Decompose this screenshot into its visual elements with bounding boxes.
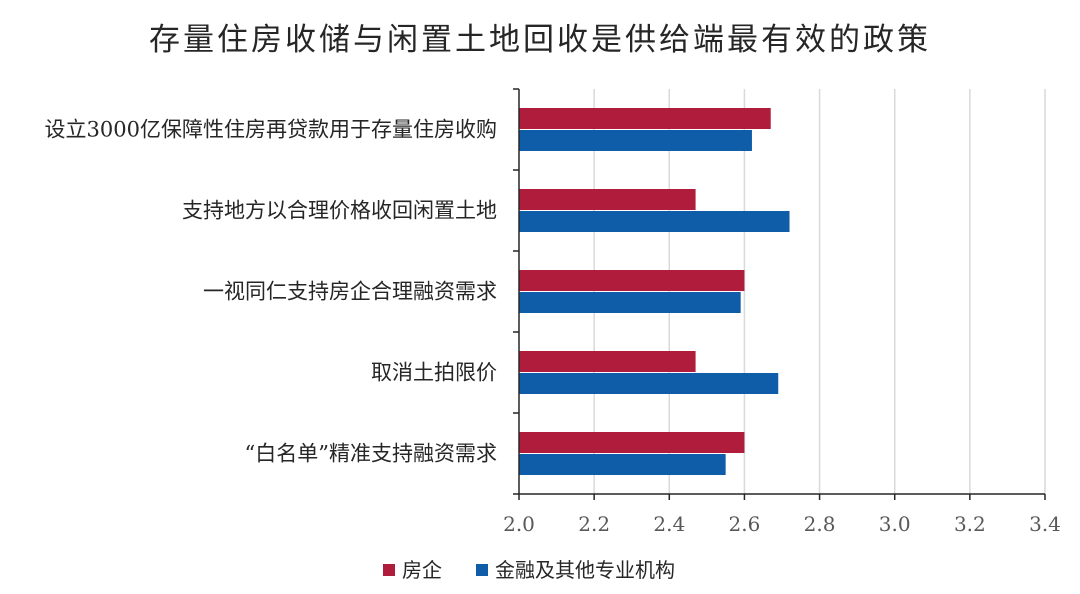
bar-financial-institution	[519, 211, 790, 232]
legend-swatch	[476, 564, 488, 576]
bar-developer	[519, 108, 771, 129]
legend-label: 房企	[402, 558, 442, 582]
category-label: 一视同仁支持房企合理融资需求	[203, 280, 497, 304]
x-tick-label: 3.4	[1029, 512, 1061, 536]
legend-swatch	[383, 564, 395, 576]
x-tick-label: 3.0	[879, 512, 911, 536]
bars	[519, 108, 790, 475]
category-label: 取消土拍限价	[371, 361, 497, 385]
x-tick-label: 2.2	[578, 512, 610, 536]
bar-financial-institution	[519, 292, 741, 313]
bar-developer	[519, 432, 745, 453]
category-label: 设立3000亿保障性住房再贷款用于存量住房收购	[45, 118, 497, 142]
x-tick-labels: 2.0 2.2 2.4 2.6 2.8 3.0 3.2 3.4	[503, 512, 1061, 536]
x-tick-label: 2.4	[653, 512, 685, 536]
bar-developer	[519, 351, 696, 372]
x-tick-label: 3.2	[954, 512, 986, 536]
bar-financial-institution	[519, 373, 779, 394]
bar-developer	[519, 189, 696, 210]
chart-title: 存量住房收储与闲置土地回收是供给端最有效的政策	[149, 22, 931, 58]
x-tick-label: 2.8	[804, 512, 836, 536]
bar-financial-institution	[519, 130, 752, 151]
x-tick-label: 2.6	[729, 512, 761, 536]
legend-label: 金融及其他专业机构	[495, 558, 675, 582]
category-labels: 设立3000亿保障性住房再贷款用于存量住房收购支持地方以合理价格收回闲置土地一视…	[45, 118, 497, 466]
x-tick-label: 2.0	[503, 512, 535, 536]
axes	[513, 88, 1046, 500]
category-label: “白名单”精准支持融资需求	[245, 442, 497, 466]
legend: 房企 金融及其他专业机构	[383, 558, 675, 582]
bar-developer	[519, 270, 745, 291]
bar-financial-institution	[519, 454, 726, 475]
gridlines	[593, 89, 1046, 494]
category-label: 支持地方以合理价格收回闲置土地	[182, 199, 497, 223]
